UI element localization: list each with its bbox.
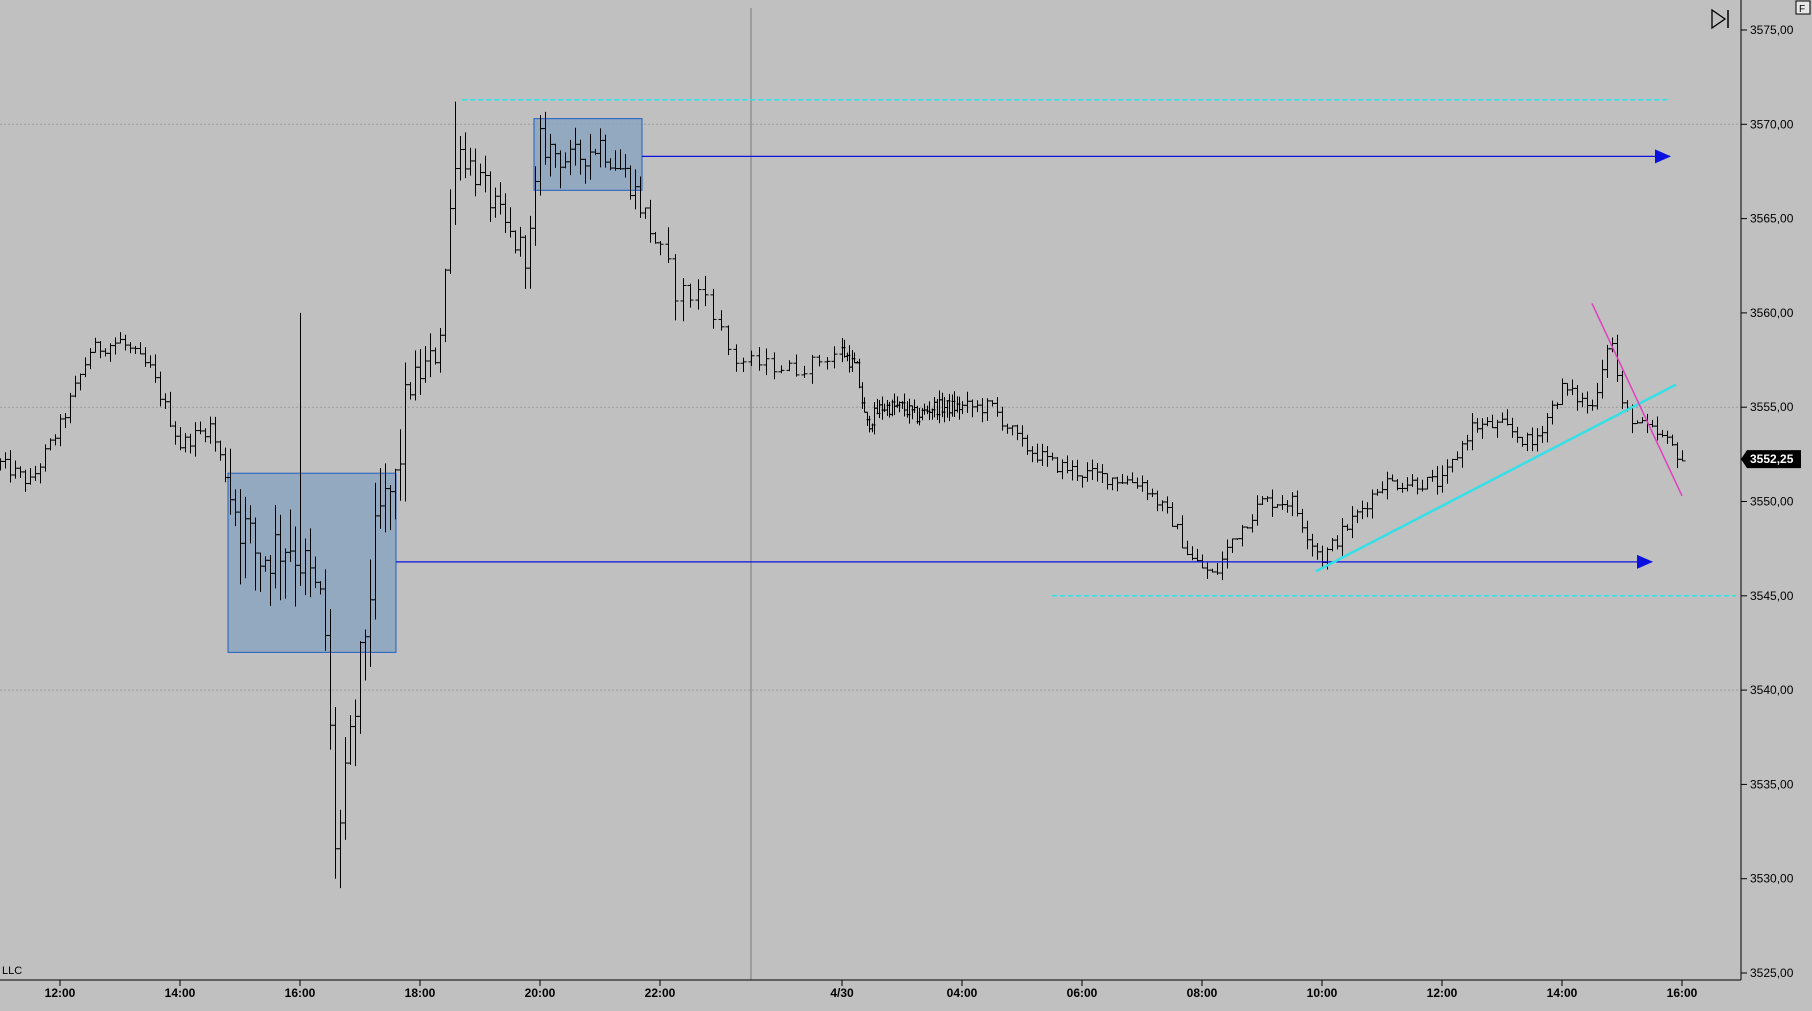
price-tick-label: 3535,00 [1750,777,1794,791]
scroll-to-end-button[interactable] [1708,8,1730,30]
ohlc-bar [801,365,808,379]
price-tick-label: 3545,00 [1750,589,1794,603]
ohlc-bar [793,354,800,377]
annotation-layer [396,99,1736,597]
time-axis[interactable]: 12:00 14:00 16:00 18:00 20:00 22:00 4/30 04:00 0… [45,980,1698,1000]
time-tick-label: 18:00 [405,986,436,1000]
price-tick-label: 3530,00 [1750,872,1794,886]
time-tick-label: 14:00 [165,986,196,1000]
ohlc-bar [702,275,709,307]
ohlc-bar [665,227,672,263]
play-end-icon [1711,8,1727,30]
corner-f-button[interactable]: F [1795,0,1811,15]
ohlc-bar [778,365,785,374]
ohlc-bar [740,357,747,372]
time-tick-label: 08:00 [1187,986,1218,1000]
time-tick-label: 06:00 [1067,986,1098,1000]
ohlc-bar [756,347,763,371]
corner-button-label: F [1799,4,1805,15]
supply-demand-zone-1 [533,118,643,191]
time-tick-label: 16:00 [285,986,316,1000]
current-price-tag: 3552,25 [1741,450,1801,469]
ohlc-bar [786,360,793,372]
corner-button-box[interactable] [1795,0,1811,15]
ohlc-bar [1679,450,1686,462]
ohlc-bar [816,354,823,367]
price-tick-label: 3575,00 [1750,23,1794,37]
time-tick-label: 04:00 [947,986,978,1000]
time-tick-label: 16:00 [1667,986,1698,1000]
time-tick-label: 10:00 [1307,986,1338,1000]
grid-layer [0,8,1741,980]
ohlc-bar [725,325,732,356]
ohlc-bar [657,241,664,256]
ohlc-bar [809,354,816,384]
price-tick-label: 3540,00 [1750,683,1794,697]
time-tick-label: 14:00 [1547,986,1578,1000]
ohlc-bar [771,352,778,380]
ohlc-bar [680,278,687,322]
price-axis[interactable]: 3525,00 3530,00 3535,00 3540,00 3545,00 3550,… [1741,23,1794,980]
ohlc-bar [733,344,740,372]
time-tick-label: 12:00 [45,986,76,1000]
ohlc-bar [710,288,717,329]
price-tick-label: 3560,00 [1750,306,1794,320]
price-tick-label: 3525,00 [1750,966,1794,980]
ohlc-bar [687,283,694,308]
ohlc-bar [763,348,770,376]
price-tick-label: 3565,00 [1750,212,1794,226]
ohlc-bar [672,254,679,321]
ohlc-bars [0,101,1686,889]
watermark-label: LLC [2,965,22,977]
ohlc-bar [695,279,702,310]
ohlc-bar [748,350,755,366]
price-tick-label: 3550,00 [1750,495,1794,509]
ohlc-bar [824,357,831,370]
time-tick-label: 20:00 [525,986,556,1000]
ohlc-bar [831,346,838,369]
time-tick-label: 12:00 [1427,986,1458,1000]
trend_down-line-5 [1591,303,1683,497]
time-tick-label: 22:00 [645,986,676,1000]
current-price-badge [1741,450,1801,469]
trend_up-line-4 [1315,383,1677,573]
current-price-label: 3552,25 [1750,452,1794,466]
ohlc-bar [718,310,725,331]
price-tick-label: 3570,00 [1750,117,1794,131]
time-tick-label: 4/30 [830,986,854,1000]
price-tick-label: 3555,00 [1750,400,1794,414]
scroll-to-end-hitbox[interactable] [1708,8,1730,30]
